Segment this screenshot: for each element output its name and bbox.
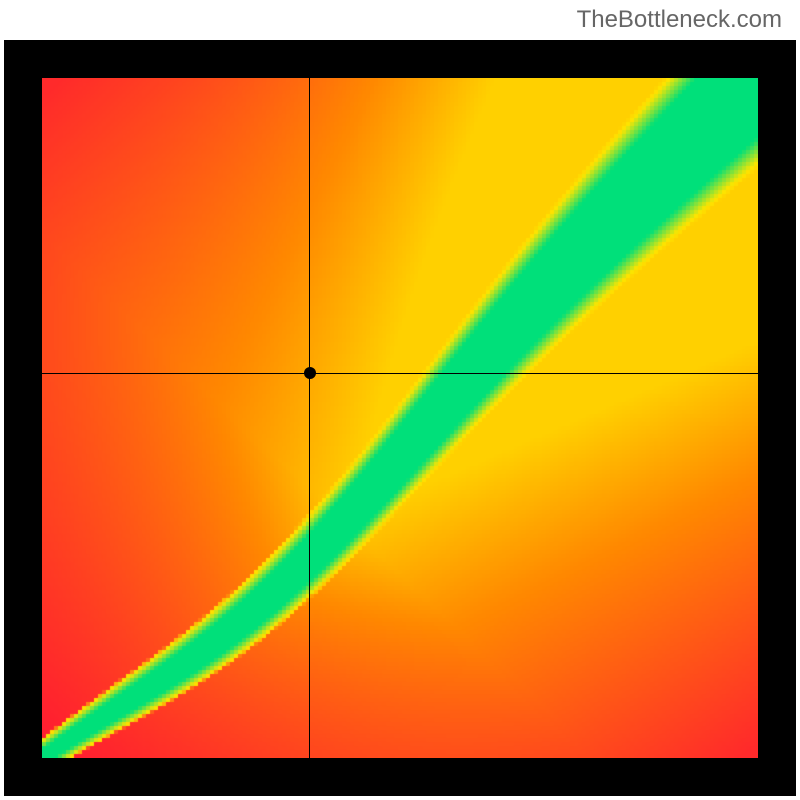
chart-container: TheBottleneck.com	[0, 0, 800, 800]
crosshair-vertical	[309, 78, 310, 758]
watermark-text: TheBottleneck.com	[577, 6, 782, 34]
marker-point	[304, 367, 316, 379]
heatmap-plot	[42, 78, 758, 758]
heatmap-canvas	[42, 78, 758, 758]
crosshair-horizontal	[42, 373, 758, 374]
